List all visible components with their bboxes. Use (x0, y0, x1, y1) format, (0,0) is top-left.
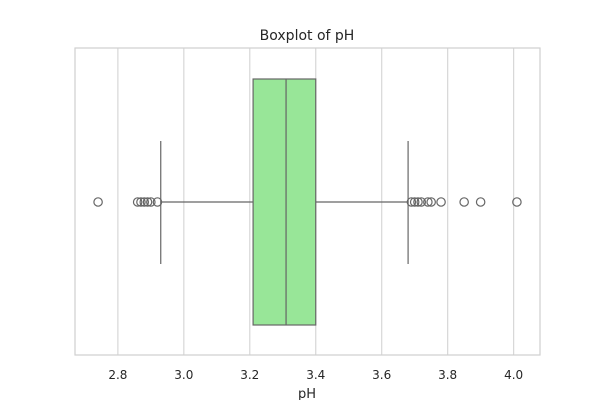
x-tick-label: 3.4 (306, 368, 325, 382)
outlier-point (416, 197, 427, 207)
chart-title: Boxplot of pH (260, 28, 355, 44)
outlier-point (132, 197, 143, 207)
outlier-point (136, 197, 146, 207)
outlier-point (459, 197, 469, 207)
plot-frame (74, 47, 541, 356)
x-axis-label: pH (298, 387, 316, 400)
interquartile-box (252, 78, 317, 326)
x-tick-label: 3.0 (174, 368, 193, 382)
outlier-point (139, 197, 150, 207)
outlier-point (93, 197, 103, 207)
outlier-point (423, 197, 433, 207)
outlier-point (475, 197, 486, 207)
outlier-point (152, 197, 163, 207)
x-tick-label: 3.6 (372, 368, 391, 382)
x-tick-label: 3.8 (438, 368, 457, 382)
outlier-point (512, 197, 522, 207)
outlier-point (406, 197, 417, 207)
boxplot-marks (93, 78, 522, 326)
outlier-point (436, 197, 446, 207)
outlier-point (146, 197, 156, 207)
outlier-point (426, 197, 436, 207)
outlier-point (409, 197, 420, 207)
x-tick-label: 3.2 (240, 368, 259, 382)
outlier-point (413, 197, 423, 207)
x-tick-label: 2.8 (108, 368, 127, 382)
outlier-point (142, 197, 153, 207)
x-tick-labels: 2.8 3.0 3.2 3.4 3.6 3.8 4.0 (108, 368, 523, 382)
x-tick-label: 4.0 (504, 368, 523, 382)
